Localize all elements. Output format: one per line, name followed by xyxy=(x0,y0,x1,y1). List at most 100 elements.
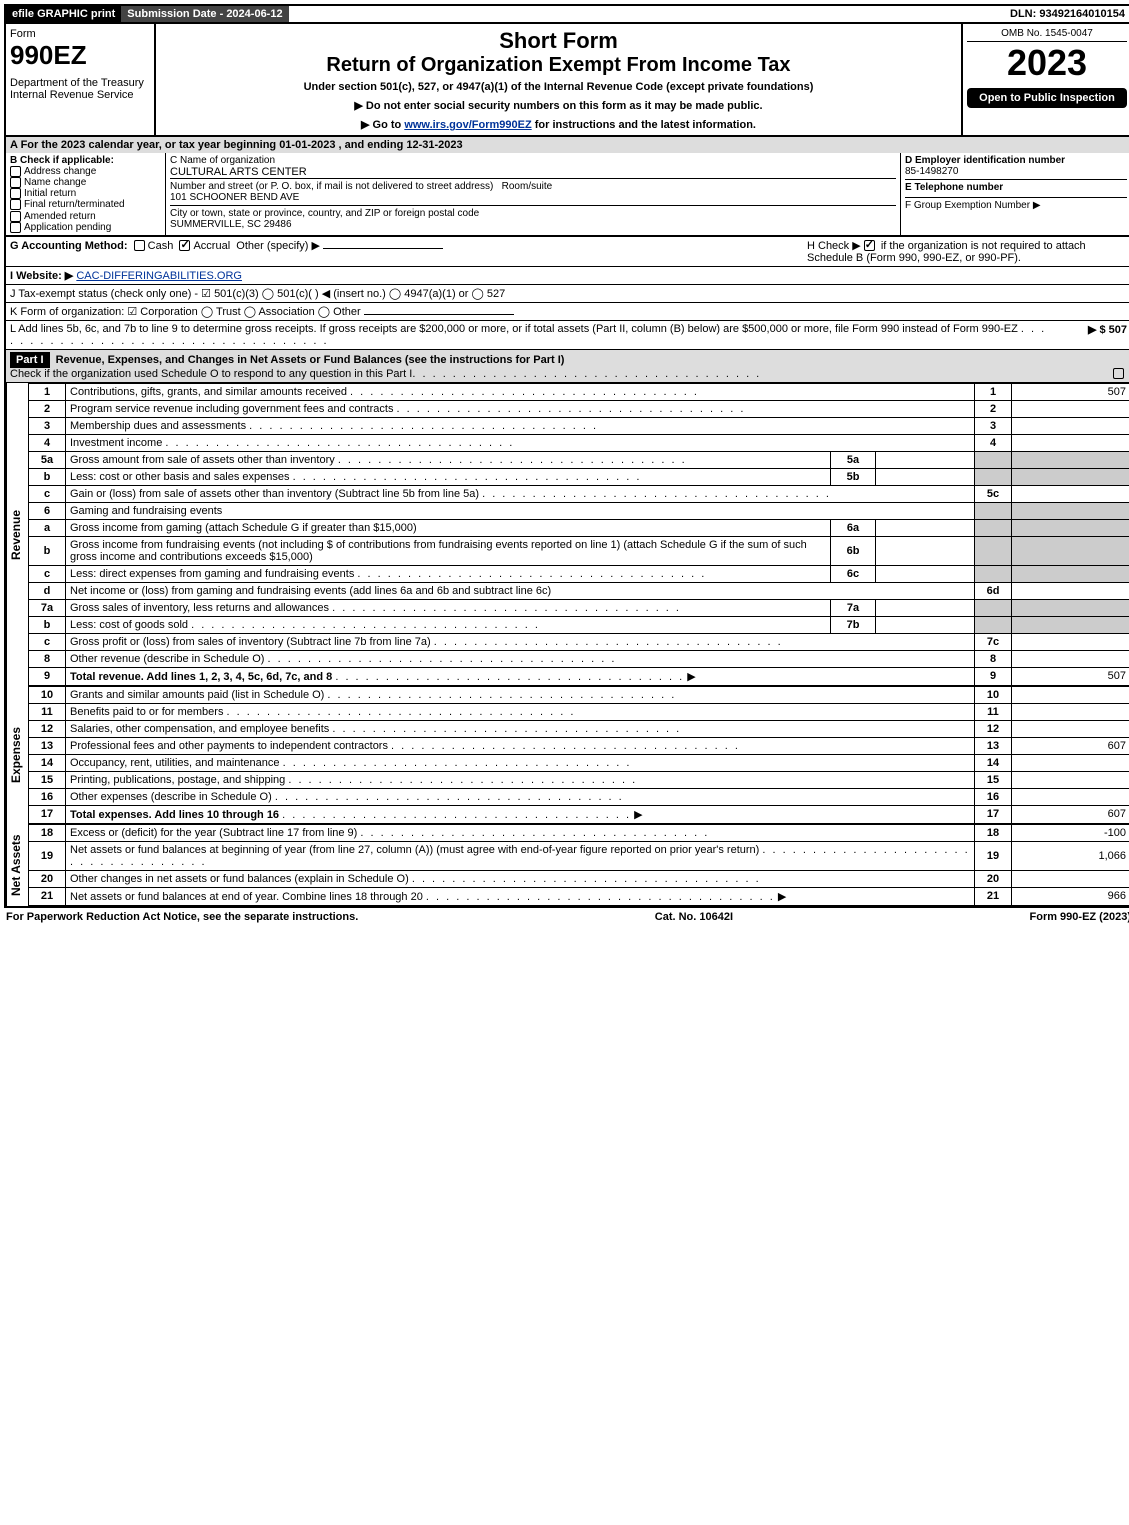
line-15: 15Printing, publications, postage, and s… xyxy=(29,771,1129,788)
netassets-side-label: Net Assets xyxy=(6,824,28,906)
irs-link[interactable]: www.irs.gov/Form990EZ xyxy=(404,119,531,131)
chk-application-pending[interactable]: Application pending xyxy=(10,222,161,233)
ein-value: 85-1498270 xyxy=(905,166,1127,177)
line-17: 17Total expenses. Add lines 10 through 1… xyxy=(29,805,1129,823)
form-header: Form 990EZ Department of the Treasury In… xyxy=(4,24,1129,137)
ssn-note: ▶ Do not enter social security numbers o… xyxy=(164,99,953,112)
line-20: 20Other changes in net assets or fund ba… xyxy=(29,870,1129,887)
submission-date: Submission Date - 2024-06-12 xyxy=(121,6,288,22)
org-address: 101 SCHOONER BEND AVE xyxy=(170,192,896,203)
box-c: C Name of organization CULTURAL ARTS CEN… xyxy=(166,153,901,235)
line-16: 16Other expenses (describe in Schedule O… xyxy=(29,788,1129,805)
chk-initial-return[interactable]: Initial return xyxy=(10,188,161,199)
efile-label[interactable]: efile GRAPHIC print xyxy=(6,6,121,22)
g-label: G Accounting Method: xyxy=(10,240,128,252)
row-g-h: G Accounting Method: Cash Accrual Other … xyxy=(4,237,1129,267)
footer-right: Form 990-EZ (2023) xyxy=(1030,911,1129,923)
return-title: Return of Organization Exempt From Incom… xyxy=(164,54,953,77)
page-footer: For Paperwork Reduction Act Notice, see … xyxy=(4,908,1129,926)
form-number: 990EZ xyxy=(10,40,150,71)
line-5a: 5a Gross amount from sale of assets othe… xyxy=(29,451,1129,468)
box-c-name-label: C Name of organization xyxy=(170,155,896,166)
part1-title: Revenue, Expenses, and Changes in Net As… xyxy=(56,354,565,366)
chk-label: Amended return xyxy=(24,211,96,222)
l-amount: ▶ $ 507 xyxy=(1047,323,1127,347)
h-label: H Check ▶ xyxy=(807,240,861,252)
line-5b: b Less: cost or other basis and sales ex… xyxy=(29,468,1129,485)
line-3: 3 Membership dues and assessments 3 xyxy=(29,417,1129,434)
box-d-e-f: D Employer identification number 85-1498… xyxy=(901,153,1129,235)
chk-cash[interactable] xyxy=(134,240,145,251)
line-6a: a Gross income from gaming (attach Sched… xyxy=(29,519,1129,536)
group-exemption-label: F Group Exemption Number ▶ xyxy=(905,197,1127,213)
row-h: H Check ▶ if the organization is not req… xyxy=(807,239,1127,264)
row-j: J Tax-exempt status (check only one) - ☑… xyxy=(4,285,1129,303)
expenses-table: 10Grants and similar amounts paid (list … xyxy=(28,686,1129,824)
meta-grid: B Check if applicable: Address change Na… xyxy=(4,153,1129,237)
telephone-label: E Telephone number xyxy=(905,179,1127,195)
part1-header: Part I Revenue, Expenses, and Changes in… xyxy=(4,350,1129,383)
line-6b: b Gross income from fundraising events (… xyxy=(29,536,1129,565)
tax-year: 2023 xyxy=(967,42,1127,84)
line-7c: c Gross profit or (loss) from sales of i… xyxy=(29,633,1129,650)
dln-label: DLN: 93492164010154 xyxy=(1004,6,1129,22)
box-b: B Check if applicable: Address change Na… xyxy=(6,153,166,235)
chk-label: Address change xyxy=(24,166,96,177)
header-right: OMB No. 1545-0047 2023 Open to Public In… xyxy=(961,24,1129,135)
accrual-label: Accrual xyxy=(193,240,230,252)
row-k: K Form of organization: ☑ Corporation ◯ … xyxy=(4,303,1129,321)
chk-final-return[interactable]: Final return/terminated xyxy=(10,199,161,210)
line-6: 6 Gaming and fundraising events xyxy=(29,502,1129,519)
chk-address-change[interactable]: Address change xyxy=(10,166,161,177)
city-label: City or town, state or province, country… xyxy=(170,208,479,219)
header-center: Short Form Return of Organization Exempt… xyxy=(156,24,961,135)
line-9: 9 Total revenue. Add lines 1, 2, 3, 4, 5… xyxy=(29,667,1129,685)
revenue-side-label: Revenue xyxy=(6,383,28,686)
line-11: 11Benefits paid to or for members 11 xyxy=(29,703,1129,720)
box-b-title: B Check if applicable: xyxy=(10,155,161,166)
footer-left: For Paperwork Reduction Act Notice, see … xyxy=(6,911,358,923)
part1-label: Part I xyxy=(10,352,50,368)
chk-name-change[interactable]: Name change xyxy=(10,177,161,188)
line-5c: c Gain or (loss) from sale of assets oth… xyxy=(29,485,1129,502)
revenue-table: 1 Contributions, gifts, grants, and simi… xyxy=(28,383,1129,686)
website-link[interactable]: CAC-DIFFERINGABILITIES.ORG xyxy=(76,270,242,282)
line-14: 14Occupancy, rent, utilities, and mainte… xyxy=(29,754,1129,771)
goto-note: ▶ Go to www.irs.gov/Form990EZ for instru… xyxy=(164,118,953,131)
line-1: 1 Contributions, gifts, grants, and simi… xyxy=(29,383,1129,400)
room-label: Room/suite xyxy=(502,181,553,192)
line-13: 13Professional fees and other payments t… xyxy=(29,737,1129,754)
row-a-taxyear: A For the 2023 calendar year, or tax yea… xyxy=(4,137,1129,153)
chk-label: Name change xyxy=(24,177,86,188)
row-i: I Website: ▶ CAC-DIFFERINGABILITIES.ORG xyxy=(4,267,1129,285)
chk-schedule-o[interactable] xyxy=(1113,368,1124,379)
row-l: L Add lines 5b, 6c, and 7b to line 9 to … xyxy=(4,321,1129,350)
goto-post: for instructions and the latest informat… xyxy=(535,119,756,131)
line-10: 10Grants and similar amounts paid (list … xyxy=(29,686,1129,703)
chk-label: Initial return xyxy=(24,188,76,199)
subtitle: Under section 501(c), 527, or 4947(a)(1)… xyxy=(164,81,953,93)
website-label: I Website: ▶ xyxy=(10,270,73,282)
chk-amended-return[interactable]: Amended return xyxy=(10,211,161,222)
k-text: K Form of organization: ☑ Corporation ◯ … xyxy=(10,306,361,318)
irs-label: Internal Revenue Service xyxy=(10,89,150,101)
k-other-line[interactable] xyxy=(364,314,514,315)
form-word: Form xyxy=(10,28,150,40)
other-specify-line[interactable] xyxy=(323,248,443,249)
netassets-table: 18Excess or (deficit) for the year (Subt… xyxy=(28,824,1129,906)
accounting-method: G Accounting Method: Cash Accrual Other … xyxy=(10,239,443,264)
open-inspection: Open to Public Inspection xyxy=(967,88,1127,108)
chk-label: Final return/terminated xyxy=(24,200,125,211)
line-19: 19Net assets or fund balances at beginni… xyxy=(29,841,1129,870)
omb-number: OMB No. 1545-0047 xyxy=(967,28,1127,42)
part1-check-text: Check if the organization used Schedule … xyxy=(10,368,412,380)
chk-schedule-b[interactable] xyxy=(864,240,875,251)
short-form-title: Short Form xyxy=(164,28,953,54)
goto-pre: ▶ Go to xyxy=(361,119,404,131)
line-21: 21Net assets or fund balances at end of … xyxy=(29,887,1129,905)
chk-label: Application pending xyxy=(24,222,111,233)
line-7b: b Less: cost of goods sold 7b xyxy=(29,616,1129,633)
chk-accrual[interactable] xyxy=(179,240,190,251)
line-18: 18Excess or (deficit) for the year (Subt… xyxy=(29,824,1129,841)
line-2: 2 Program service revenue including gove… xyxy=(29,400,1129,417)
